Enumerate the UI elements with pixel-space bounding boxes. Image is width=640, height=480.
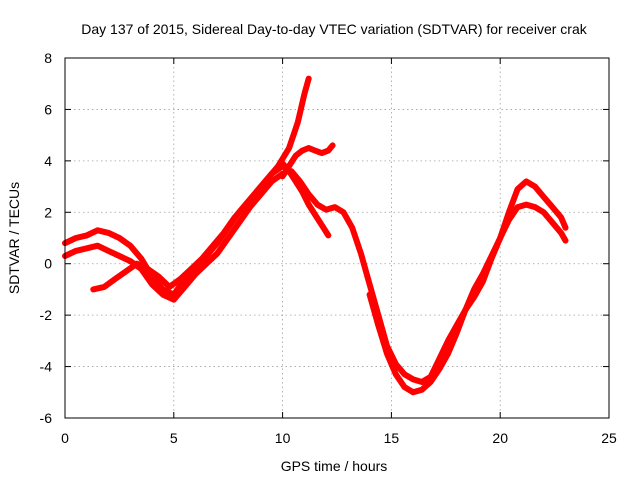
series-track-3 xyxy=(90,75,312,293)
axis-ticks xyxy=(64,57,610,419)
x-tick-label: 0 xyxy=(61,430,69,446)
x-tick-label: 15 xyxy=(384,430,400,446)
y-tick-label: -6 xyxy=(40,410,53,426)
y-tick-label: 4 xyxy=(44,153,52,169)
y-tick-label: -4 xyxy=(40,359,53,375)
plot-frame xyxy=(64,57,610,419)
series-track-7 xyxy=(366,201,569,396)
data-series xyxy=(62,75,569,396)
x-tick-label: 20 xyxy=(492,430,508,446)
series-track-5 xyxy=(279,160,332,239)
series-track-4 xyxy=(279,142,336,180)
y-tick-label: 0 xyxy=(44,256,52,272)
x-tick-label: 10 xyxy=(275,430,291,446)
y-axis-title: SDTVAR / TECUs xyxy=(6,182,22,294)
x-tick-label: 25 xyxy=(601,430,617,446)
x-axis-title: GPS time / hours xyxy=(281,458,388,474)
chart-title: Day 137 of 2015, Sidereal Day-to-day VTE… xyxy=(81,21,587,37)
y-tick-label: 8 xyxy=(44,50,52,66)
x-tick-label: 5 xyxy=(170,430,178,446)
series-track-2 xyxy=(62,170,286,303)
series-track-1 xyxy=(62,163,293,298)
grid xyxy=(65,58,609,418)
y-tick-label: 6 xyxy=(44,101,52,117)
y-tick-label: 2 xyxy=(44,204,52,220)
y-tick-labels: -6 -4 -2 0 2 4 6 8 xyxy=(40,50,53,426)
x-tick-labels: 0 5 10 15 20 25 xyxy=(61,430,617,446)
y-tick-label: -2 xyxy=(40,307,53,323)
